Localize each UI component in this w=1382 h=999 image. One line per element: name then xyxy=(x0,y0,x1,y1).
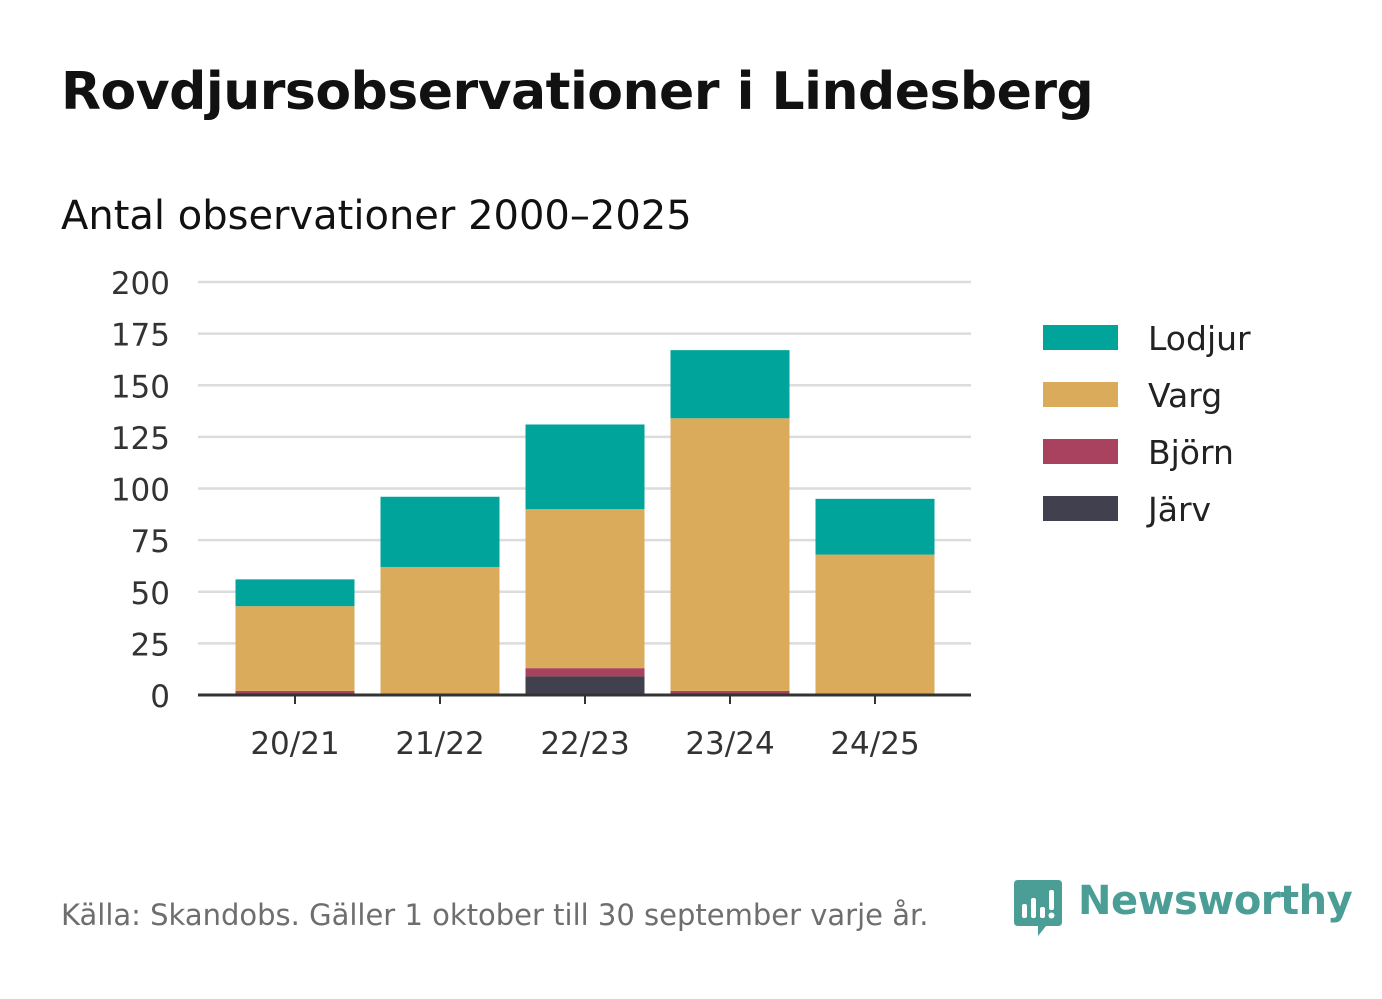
y-tick-label: 125 xyxy=(111,421,170,457)
x-tick-label: 22/23 xyxy=(540,726,629,762)
legend-label-järv: Järv xyxy=(1146,490,1211,529)
x-tick-label: 24/25 xyxy=(830,726,919,762)
bar-segment-lodjur-23-24 xyxy=(670,350,790,419)
legend-label-lodjur: Lodjur xyxy=(1148,319,1251,358)
bar-segment-varg-20-21 xyxy=(235,606,355,691)
y-tick-label: 75 xyxy=(131,524,170,560)
bar-segment-varg-23-24 xyxy=(670,418,790,691)
bar-segment-järv-22-23 xyxy=(525,676,645,695)
source-note: Källa: Skandobs. Gäller 1 oktober till 3… xyxy=(61,898,929,932)
legend-label-björn: Björn xyxy=(1148,433,1234,472)
bar-segment-varg-24-25 xyxy=(815,554,935,695)
brand-name: Newsworthy xyxy=(1078,878,1353,924)
bar-segment-varg-22-23 xyxy=(525,509,645,669)
bar-segment-lodjur-21-22 xyxy=(380,496,500,567)
y-tick-label: 0 xyxy=(150,679,170,715)
y-tick-label: 25 xyxy=(131,627,170,663)
newsworthy-logo-icon xyxy=(1014,880,1062,936)
y-tick-label: 100 xyxy=(111,473,170,509)
chart-subtitle: Antal observationer 2000–2025 xyxy=(61,193,692,239)
brand-logo: Newsworthy xyxy=(1012,878,1353,942)
legend-label-varg: Varg xyxy=(1148,376,1222,415)
y-tick-label: 200 xyxy=(111,266,170,302)
x-tick-label: 20/21 xyxy=(250,726,339,762)
y-tick-label: 175 xyxy=(111,318,170,354)
legend-swatch-varg xyxy=(1043,382,1118,407)
y-tick-label: 150 xyxy=(111,369,170,405)
bar-segment-björn-20-21 xyxy=(235,690,355,695)
y-tick-label: 50 xyxy=(131,576,170,612)
legend-swatch-lodjur xyxy=(1043,325,1118,350)
x-tick-label: 23/24 xyxy=(685,726,774,762)
bar-segment-varg-21-22 xyxy=(380,566,500,695)
legend-swatch-björn xyxy=(1043,439,1118,464)
bar-segment-lodjur-24-25 xyxy=(815,498,935,555)
bar-segment-lodjur-20-21 xyxy=(235,579,355,607)
x-tick-label: 21/22 xyxy=(395,726,484,762)
bar-segment-björn-23-24 xyxy=(670,690,790,695)
chart-title: Rovdjursobservationer i Lindesberg xyxy=(61,62,1094,122)
bar-segment-lodjur-22-23 xyxy=(525,424,645,510)
legend-swatch-järv xyxy=(1043,496,1118,521)
bar-segment-björn-22-23 xyxy=(525,668,645,677)
